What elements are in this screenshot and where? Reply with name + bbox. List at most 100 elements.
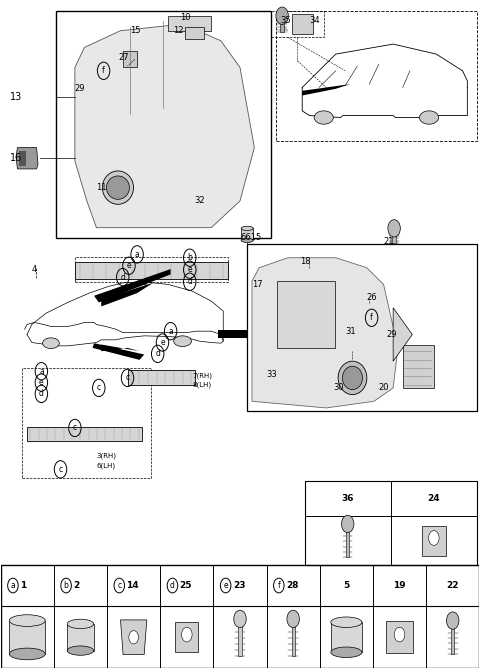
Text: 8(LH): 8(LH) [192, 382, 211, 389]
Text: 1: 1 [20, 581, 26, 590]
Bar [241, 228, 253, 240]
Bar [239, 624, 241, 656]
Text: 14: 14 [126, 581, 139, 590]
Ellipse shape [67, 646, 94, 656]
Text: a: a [39, 367, 44, 376]
Text: 15: 15 [130, 26, 141, 35]
Text: f: f [102, 66, 105, 76]
Text: f: f [370, 313, 373, 322]
Ellipse shape [43, 338, 60, 349]
Text: 33: 33 [266, 370, 277, 379]
Text: d: d [155, 349, 160, 359]
Bar [276, 11, 477, 141]
Polygon shape [75, 24, 254, 227]
Text: 34: 34 [310, 16, 320, 25]
Bar [128, 370, 194, 385]
Bar [67, 624, 94, 651]
Text: e: e [127, 261, 131, 270]
Bar [185, 27, 204, 39]
Ellipse shape [241, 238, 253, 242]
Bar [346, 529, 349, 557]
Bar [22, 368, 152, 478]
Bar [271, 11, 324, 37]
Bar [393, 231, 396, 243]
Text: 20: 20 [379, 383, 389, 393]
Text: 7(RH): 7(RH) [192, 373, 212, 379]
Text: 16: 16 [10, 153, 23, 163]
Text: 18: 18 [300, 257, 311, 266]
Circle shape [388, 219, 400, 237]
Bar [0, 565, 480, 668]
Ellipse shape [342, 366, 362, 389]
Polygon shape [101, 345, 140, 351]
Text: 23: 23 [233, 581, 245, 590]
Ellipse shape [331, 647, 362, 658]
Text: e: e [160, 338, 165, 347]
Ellipse shape [107, 176, 130, 199]
Text: 13: 13 [10, 92, 23, 102]
Text: 17: 17 [252, 280, 263, 289]
Polygon shape [252, 258, 398, 408]
Ellipse shape [241, 226, 253, 230]
Text: 6615: 6615 [240, 233, 261, 242]
Circle shape [129, 631, 138, 644]
Text: b: b [64, 581, 69, 590]
Bar [247, 244, 477, 411]
Bar [277, 281, 335, 348]
Ellipse shape [420, 111, 439, 124]
Text: 4: 4 [32, 264, 37, 274]
Text: 36: 36 [341, 494, 354, 503]
Text: 22: 22 [446, 581, 459, 590]
Ellipse shape [338, 361, 367, 395]
Text: c: c [125, 373, 130, 383]
Ellipse shape [314, 111, 333, 124]
Polygon shape [302, 84, 350, 96]
Text: c: c [97, 383, 101, 393]
Bar [75, 257, 228, 282]
Bar [175, 622, 198, 652]
Text: 30: 30 [333, 383, 344, 393]
Circle shape [287, 610, 300, 628]
Text: a: a [135, 250, 140, 259]
Text: 25: 25 [180, 581, 192, 590]
Bar [331, 622, 362, 652]
Text: 35: 35 [281, 16, 291, 25]
Text: 29: 29 [386, 330, 396, 339]
Text: e: e [39, 378, 44, 387]
Bar [9, 621, 45, 654]
Text: c: c [73, 423, 77, 432]
Ellipse shape [9, 615, 45, 626]
Text: 21: 21 [384, 237, 394, 246]
Text: 3(RH): 3(RH) [96, 453, 117, 459]
Bar [291, 624, 295, 656]
Text: d: d [187, 277, 192, 286]
Text: 6(LH): 6(LH) [96, 462, 116, 468]
Polygon shape [16, 148, 38, 169]
Bar [123, 51, 137, 68]
Bar [75, 262, 228, 279]
Bar [292, 14, 313, 34]
Circle shape [429, 531, 439, 545]
Text: 11: 11 [96, 183, 107, 192]
Text: e: e [187, 265, 192, 274]
Bar [451, 626, 455, 654]
Text: 29: 29 [75, 84, 85, 93]
Text: 19: 19 [393, 581, 406, 590]
Text: 24: 24 [428, 494, 440, 503]
Bar [422, 526, 446, 556]
Text: 12: 12 [173, 26, 183, 35]
Ellipse shape [9, 648, 45, 660]
Ellipse shape [331, 617, 362, 628]
Text: f: f [277, 581, 280, 590]
Circle shape [394, 628, 405, 642]
Text: b: b [187, 254, 192, 262]
Text: c: c [117, 581, 121, 590]
Text: 32: 32 [194, 197, 205, 205]
Ellipse shape [102, 171, 133, 204]
Text: c: c [59, 465, 62, 474]
Text: d: d [39, 389, 44, 399]
Circle shape [181, 628, 192, 642]
Bar [280, 18, 284, 32]
Text: d: d [120, 272, 125, 282]
Text: a: a [168, 326, 173, 336]
